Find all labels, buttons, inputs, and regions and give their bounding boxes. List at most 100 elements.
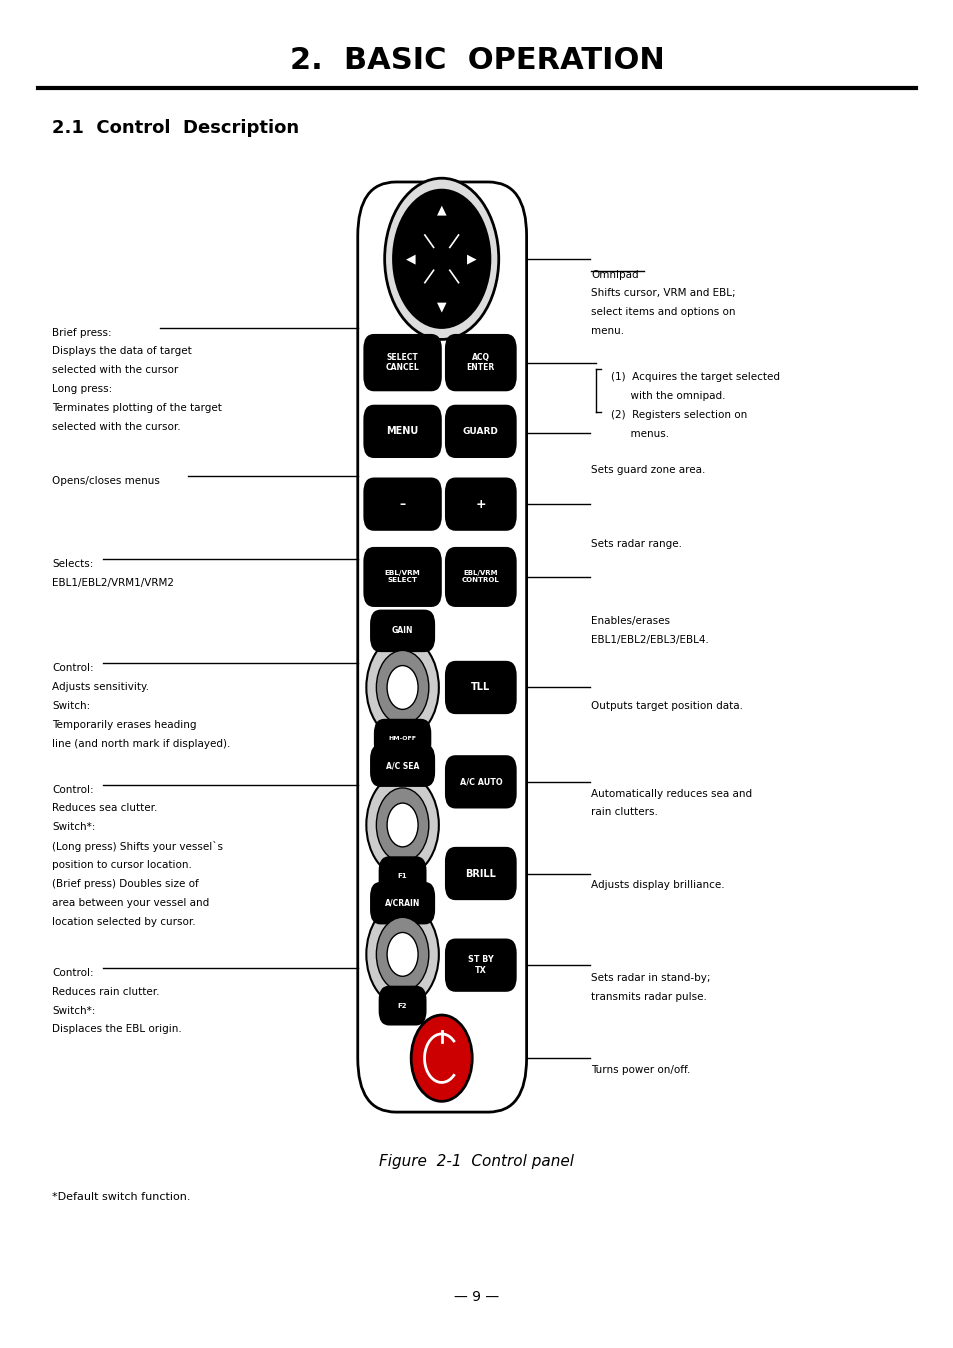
Text: transmits radar pulse.: transmits radar pulse. [591, 992, 706, 1002]
Text: location selected by cursor.: location selected by cursor. [52, 917, 196, 926]
Text: Outputs target position data.: Outputs target position data. [591, 701, 742, 710]
FancyBboxPatch shape [371, 745, 434, 786]
FancyBboxPatch shape [364, 406, 440, 457]
Text: ▶: ▶ [467, 252, 476, 266]
Circle shape [392, 189, 491, 329]
Text: Terminates plotting of the target: Terminates plotting of the target [52, 403, 222, 412]
Text: EBL/VRM
CONTROL: EBL/VRM CONTROL [461, 570, 499, 584]
Text: Reduces rain clutter.: Reduces rain clutter. [52, 987, 160, 996]
Text: A/CRAIN: A/CRAIN [384, 899, 420, 907]
Text: line (and north mark if displayed).: line (and north mark if displayed). [52, 739, 231, 748]
Text: Temporarily erases heading: Temporarily erases heading [52, 720, 196, 729]
Text: EBL1/EBL2/EBL3/EBL4.: EBL1/EBL2/EBL3/EBL4. [591, 635, 709, 644]
Text: GAIN: GAIN [392, 627, 413, 635]
FancyBboxPatch shape [445, 479, 515, 530]
Text: Sets radar in stand-by;: Sets radar in stand-by; [591, 973, 710, 983]
Circle shape [411, 1015, 472, 1101]
FancyBboxPatch shape [371, 883, 434, 923]
Text: selected with the cursor: selected with the cursor [52, 365, 178, 375]
Text: Sets guard zone area.: Sets guard zone area. [591, 465, 705, 474]
Text: 2.  BASIC  OPERATION: 2. BASIC OPERATION [290, 46, 663, 75]
Circle shape [366, 636, 438, 739]
Text: Switch*:: Switch*: [52, 1006, 95, 1015]
FancyBboxPatch shape [445, 940, 515, 991]
Text: — 9 —: — 9 — [454, 1290, 499, 1304]
Text: Long press:: Long press: [52, 384, 112, 394]
Text: Opens/closes menus: Opens/closes menus [52, 476, 160, 485]
FancyBboxPatch shape [379, 857, 425, 895]
Text: Control:: Control: [52, 968, 94, 977]
FancyBboxPatch shape [445, 547, 515, 607]
FancyBboxPatch shape [445, 334, 515, 391]
Text: 2.1  Control  Description: 2.1 Control Description [52, 119, 299, 137]
FancyBboxPatch shape [364, 547, 440, 607]
Text: position to cursor location.: position to cursor location. [52, 860, 193, 869]
Circle shape [375, 787, 429, 863]
Text: Figure  2-1  Control panel: Figure 2-1 Control panel [379, 1154, 574, 1170]
Text: ◀: ◀ [406, 252, 416, 266]
Text: Switch*:: Switch*: [52, 822, 95, 832]
Text: Displays the data of target: Displays the data of target [52, 346, 192, 356]
Text: Enables/erases: Enables/erases [591, 616, 670, 625]
Text: ▼: ▼ [436, 301, 446, 314]
Text: EBL/VRM
SELECT: EBL/VRM SELECT [384, 570, 420, 584]
Text: menu.: menu. [591, 326, 624, 336]
FancyBboxPatch shape [364, 479, 440, 530]
Text: Sets radar range.: Sets radar range. [591, 539, 681, 549]
Text: Selects:: Selects: [52, 559, 93, 569]
Text: (Brief press) Doubles size of: (Brief press) Doubles size of [52, 879, 199, 888]
Text: Shifts cursor, VRM and EBL;: Shifts cursor, VRM and EBL; [591, 288, 736, 298]
FancyBboxPatch shape [445, 406, 515, 457]
FancyBboxPatch shape [375, 720, 430, 758]
Text: F2: F2 [397, 1003, 407, 1008]
Text: EBL1/EBL2/VRM1/VRM2: EBL1/EBL2/VRM1/VRM2 [52, 578, 174, 588]
Circle shape [366, 903, 438, 1006]
Text: (Long press) Shifts your vessel`s: (Long press) Shifts your vessel`s [52, 841, 223, 852]
Circle shape [366, 774, 438, 876]
Text: HM-OFF: HM-OFF [388, 736, 416, 741]
FancyBboxPatch shape [379, 987, 425, 1024]
FancyBboxPatch shape [364, 334, 440, 391]
Circle shape [375, 650, 429, 725]
Text: Control:: Control: [52, 785, 94, 794]
Text: Omnipad: Omnipad [591, 270, 639, 279]
Text: with the omnipad.: with the omnipad. [610, 391, 724, 400]
FancyBboxPatch shape [357, 182, 526, 1112]
Circle shape [387, 933, 417, 976]
Text: A/C SEA: A/C SEA [386, 762, 418, 770]
Circle shape [384, 178, 498, 340]
FancyBboxPatch shape [445, 662, 515, 713]
Text: F1: F1 [397, 874, 407, 879]
Text: BRILL: BRILL [465, 868, 496, 879]
Text: menus.: menus. [610, 429, 668, 438]
Text: MENU: MENU [386, 426, 418, 437]
Text: *Default switch function.: *Default switch function. [52, 1192, 191, 1202]
Text: TLL: TLL [471, 682, 490, 693]
Text: Brief press:: Brief press: [52, 328, 112, 337]
Text: ST BY
TX: ST BY TX [468, 956, 493, 975]
Text: select items and options on: select items and options on [591, 307, 735, 317]
Text: Displaces the EBL origin.: Displaces the EBL origin. [52, 1024, 182, 1034]
Text: Adjusts display brilliance.: Adjusts display brilliance. [591, 880, 724, 890]
Text: Adjusts sensitivity.: Adjusts sensitivity. [52, 682, 150, 692]
Text: (2)  Registers selection on: (2) Registers selection on [610, 410, 746, 419]
Text: ACQ
ENTER: ACQ ENTER [466, 353, 495, 372]
Text: Switch:: Switch: [52, 701, 91, 710]
Text: area between your vessel and: area between your vessel and [52, 898, 210, 907]
Text: rain clutters.: rain clutters. [591, 807, 658, 817]
Text: selected with the cursor.: selected with the cursor. [52, 422, 181, 431]
Text: +: + [475, 497, 486, 511]
Text: Reduces sea clutter.: Reduces sea clutter. [52, 803, 157, 813]
FancyBboxPatch shape [445, 848, 515, 899]
Text: Turns power on/off.: Turns power on/off. [591, 1065, 690, 1074]
FancyBboxPatch shape [445, 756, 515, 807]
Text: Automatically reduces sea and: Automatically reduces sea and [591, 789, 752, 798]
FancyBboxPatch shape [371, 611, 434, 651]
Text: (1)  Acquires the target selected: (1) Acquires the target selected [610, 372, 779, 381]
Circle shape [387, 803, 417, 847]
Text: ▲: ▲ [436, 204, 446, 217]
Text: A/C AUTO: A/C AUTO [459, 778, 501, 786]
Text: –: – [399, 497, 405, 511]
Text: GUARD: GUARD [462, 427, 498, 435]
Circle shape [387, 666, 417, 709]
